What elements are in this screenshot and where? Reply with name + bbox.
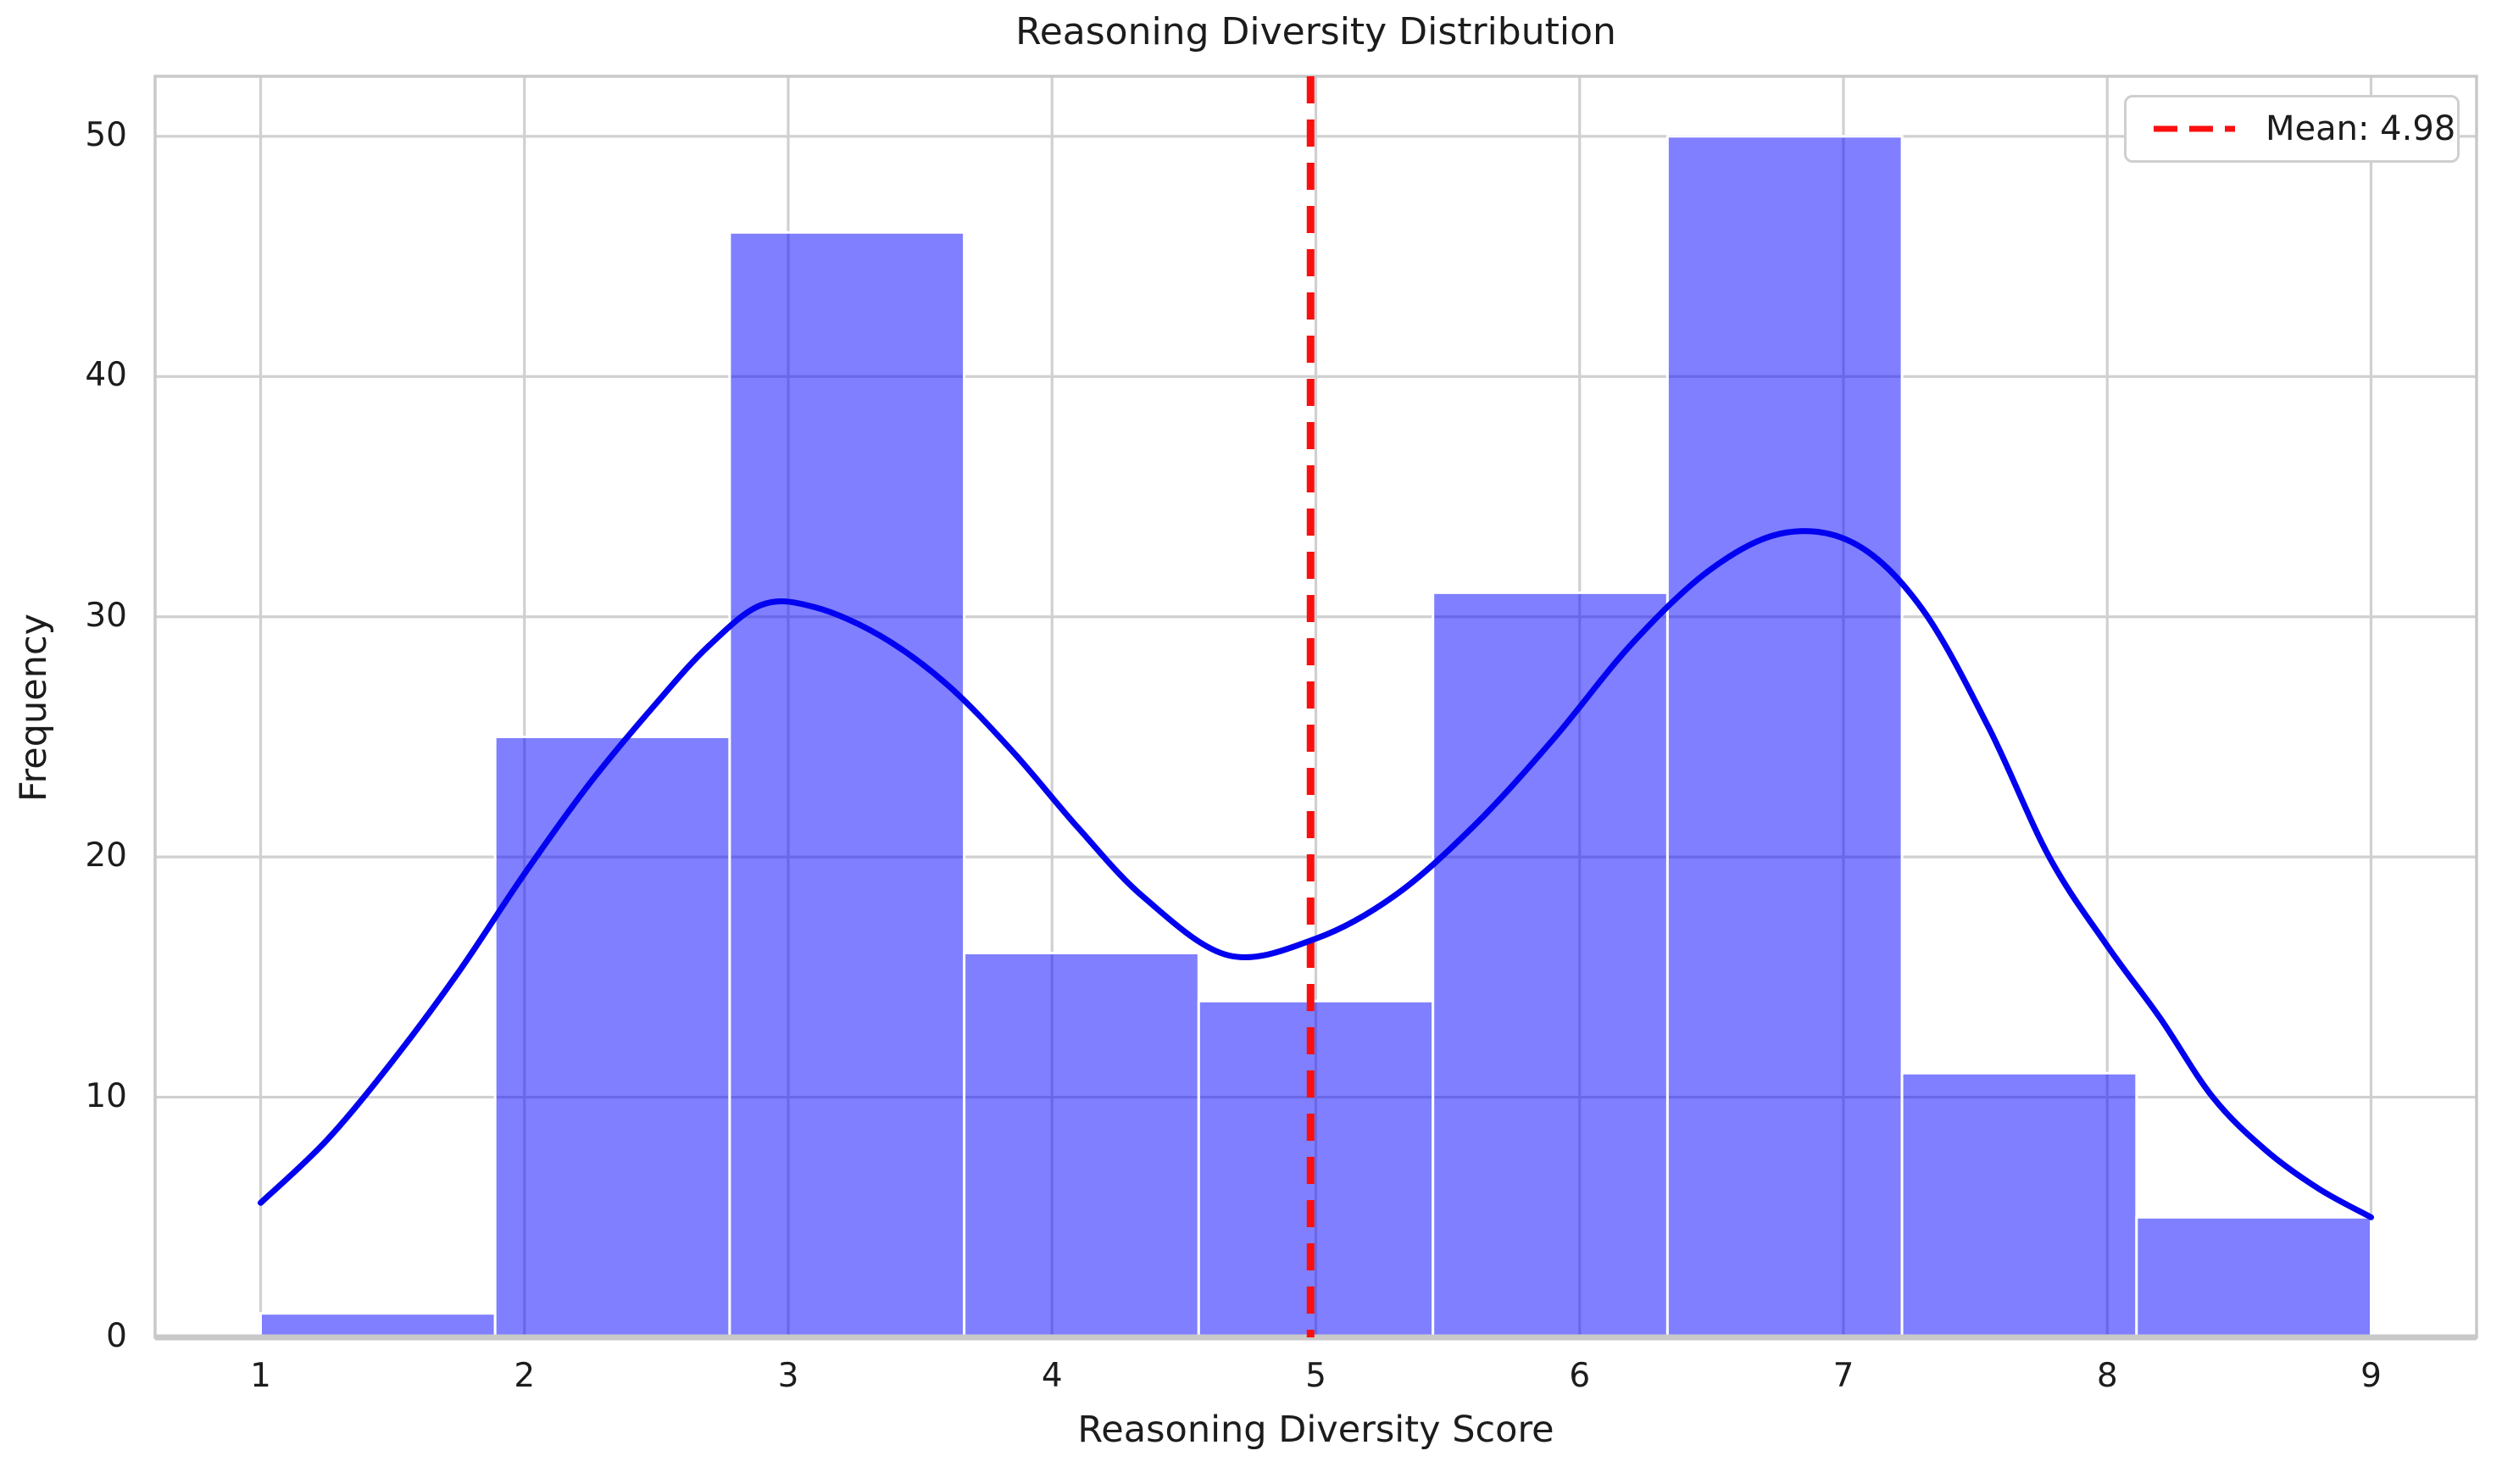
- y-tick-label: 10: [85, 1076, 127, 1115]
- histogram-bar: [1432, 591, 1669, 1339]
- x-tick-label: 2: [514, 1357, 536, 1395]
- histogram-bar: [728, 231, 966, 1339]
- x-tick-label: 4: [1041, 1357, 1063, 1395]
- y-tick-label: 0: [106, 1317, 127, 1355]
- x-axis-label: Reasoning Diversity Score: [1077, 1409, 1554, 1451]
- y-tick-label: 30: [85, 596, 127, 635]
- legend-label: Mean: 4.98: [2266, 109, 2456, 148]
- x-tick-label: 7: [1832, 1357, 1854, 1395]
- y-tick-label: 20: [85, 836, 127, 875]
- x-tick-label: 9: [2360, 1357, 2382, 1395]
- mean-line-legend-swatch: [2154, 125, 2235, 132]
- x-tick-label: 8: [2096, 1357, 2118, 1395]
- y-tick-label: 40: [85, 356, 127, 395]
- kde-curve: [258, 528, 2374, 1220]
- histogram-bar: [1665, 135, 1904, 1339]
- histogram-bar: [2135, 1215, 2373, 1339]
- x-tick-label: 3: [777, 1357, 799, 1395]
- x-tick-label: 6: [1569, 1357, 1591, 1395]
- histogram-bar: [493, 735, 731, 1339]
- histogram-bar: [259, 1312, 497, 1339]
- x-tick-label: 1: [250, 1357, 271, 1395]
- legend: Mean: 4.98: [2124, 95, 2460, 163]
- chart-title: Reasoning Diversity Distribution: [1015, 10, 1616, 53]
- x-tick-label: 5: [1305, 1357, 1326, 1395]
- histogram-bar: [1900, 1071, 2138, 1339]
- histogram-bar: [1197, 999, 1435, 1339]
- y-tick-label: 50: [85, 115, 127, 154]
- histogram-bar: [963, 952, 1200, 1339]
